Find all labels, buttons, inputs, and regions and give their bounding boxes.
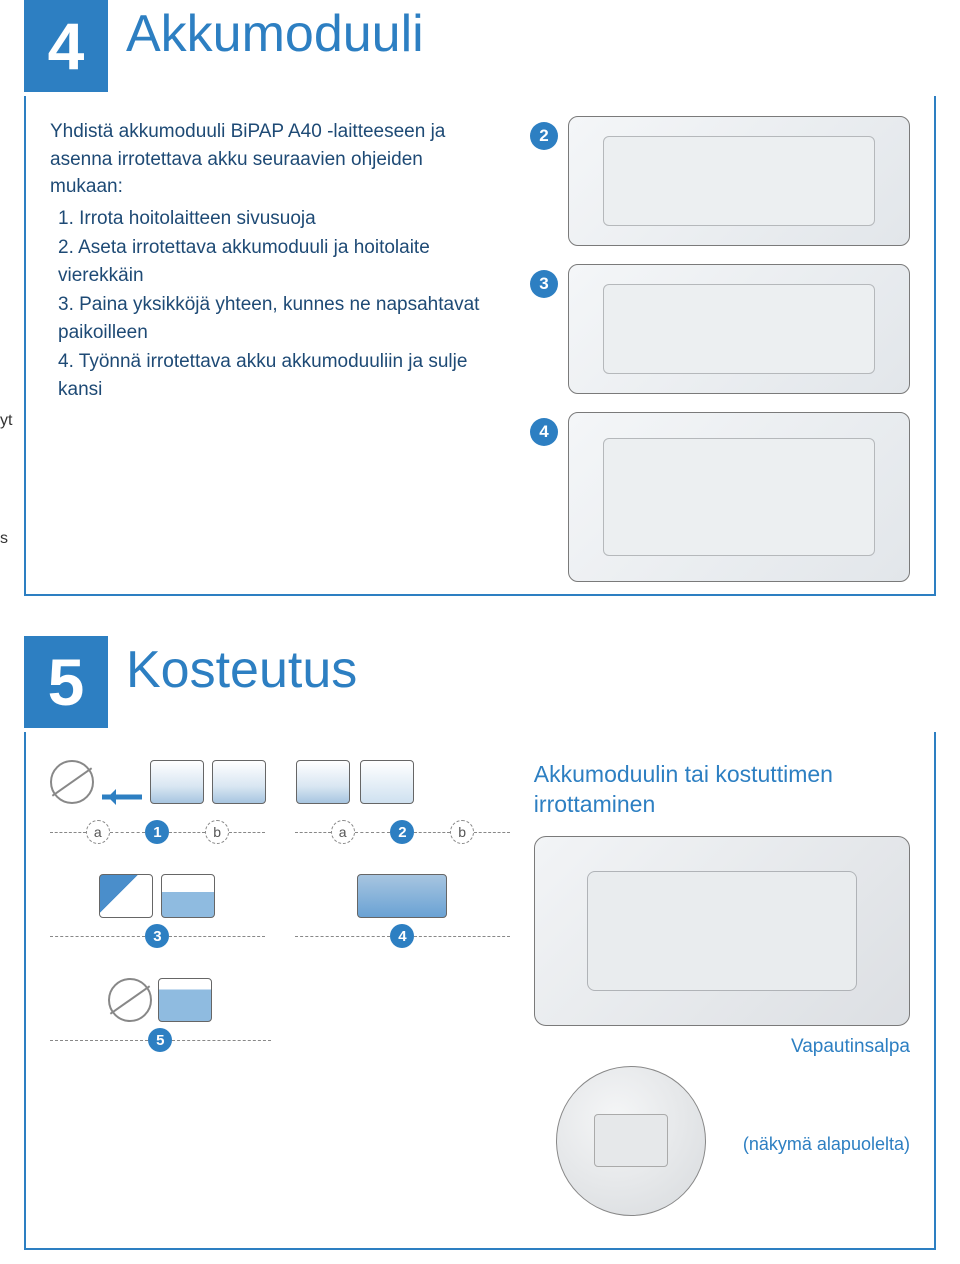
humidifier-icon-1a: [150, 760, 204, 804]
step-2: 2. Aseta irrotettava akkumoduuli ja hoit…: [58, 234, 497, 289]
section-title-5: Kosteutus: [126, 636, 357, 696]
device-illustration: [534, 836, 910, 1026]
section-5-content: a 1 b a 2 b: [24, 732, 936, 1250]
illustration-step-3: [568, 264, 910, 394]
label-n2: 2: [390, 820, 414, 844]
section-number-badge-4: 4: [24, 0, 108, 92]
prohibit-overfill-icon: [108, 978, 152, 1022]
illustration-step-4: [568, 412, 910, 582]
section-5-right: Akkumoduulin tai kostuttimen irrottamine…: [534, 760, 910, 1224]
label-b-1: b: [205, 820, 229, 844]
label-a-1: a: [86, 820, 110, 844]
detach-subtitle: Akkumoduulin tai kostuttimen irrottamine…: [534, 760, 910, 820]
step-list: 1. Irrota hoitolaitteen sivusuoja 2. Ase…: [50, 205, 497, 404]
section-number-badge-5: 5: [24, 636, 108, 728]
section-title-4: Akkumoduuli: [126, 0, 424, 60]
release-latch-callout: Vapautinsalpa: [534, 1036, 910, 1058]
intro-text: Yhdistä akkumoduuli BiPAP A40 -laitteese…: [50, 118, 497, 201]
arrow-left-icon: [102, 790, 142, 804]
step-4: 4. Työnnä irrotettava akku akkumoduuliin…: [58, 348, 497, 403]
step-3: 3. Paina yksikköjä yhteen, kunnes ne nap…: [58, 291, 497, 346]
illus-badge-3: 3: [530, 270, 558, 298]
bottom-view-detail: [556, 1066, 706, 1216]
label-b-2: b: [450, 820, 474, 844]
wedge-fill-icon: [357, 874, 447, 918]
illustration-row-4: 4: [530, 412, 910, 582]
label-n4: 4: [390, 924, 414, 948]
illustration-row-2: 2: [530, 116, 910, 246]
instruction-text: Yhdistä akkumoduuli BiPAP A40 -laitteese…: [50, 118, 497, 403]
illustration-column: 2 3 4: [530, 116, 910, 600]
section-4-header: 4 Akkumoduuli: [24, 0, 936, 92]
label-a-2: a: [331, 820, 355, 844]
section-5-left: a 1 b a 2 b: [50, 760, 510, 1224]
section-4-content: Yhdistä akkumoduuli BiPAP A40 -laitteese…: [24, 96, 936, 596]
pitcher-icon: [99, 874, 153, 918]
section-kosteutus: 5 Kosteutus a: [24, 636, 936, 1250]
label-n3: 3: [145, 924, 169, 948]
overfill-glass-icon: [158, 978, 212, 1022]
prohibit-icon: [50, 760, 94, 804]
hand-insert-icon: [296, 760, 350, 804]
step-1: 1. Irrota hoitolaitteen sivusuoja: [58, 205, 497, 233]
edge-cutoff-1: yt: [0, 412, 12, 430]
illus-badge-2: 2: [530, 122, 558, 150]
illustration-step-2: [568, 116, 910, 246]
fill-glass-icon: [161, 874, 215, 918]
label-n1: 1: [145, 820, 169, 844]
humidifier-icon-1b: [212, 760, 266, 804]
section-akkumoduuli: 4 Akkumoduuli Yhdistä akkumoduuli BiPAP …: [24, 0, 936, 596]
bottom-view-caption: (näkymä alapuolelta): [743, 1134, 910, 1156]
edge-cutoff-2: s: [0, 530, 8, 548]
illus-badge-4: 4: [530, 418, 558, 446]
illustration-row-3: 3: [530, 264, 910, 394]
label-n5: 5: [148, 1028, 172, 1052]
lid-open-icon: [360, 760, 414, 804]
section-5-header: 5 Kosteutus: [24, 636, 936, 728]
